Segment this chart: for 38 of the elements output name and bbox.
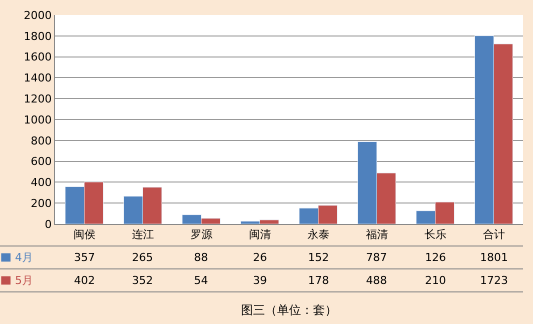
legend-label: 4月 [15, 251, 33, 264]
y-tick-label: 1000 [24, 113, 52, 126]
data-label: 88 [194, 251, 208, 264]
y-tick-label: 1400 [24, 72, 52, 85]
data-label: 787 [366, 251, 387, 264]
data-label: 178 [308, 274, 329, 287]
y-tick-label: 600 [30, 155, 52, 168]
data-label: 357 [74, 251, 95, 264]
y-tick-label: 400 [30, 176, 52, 190]
y-tick-label: 2000 [24, 8, 52, 22]
x-tick-label: 永泰 [307, 228, 330, 242]
data-label: 39 [253, 274, 267, 287]
legend-label: 5月 [15, 274, 33, 287]
data-label: 152 [308, 251, 329, 264]
y-tick-label: 0 [44, 218, 52, 231]
x-tick-label: 连江 [132, 228, 154, 242]
x-tick-label: 闽侯 [73, 228, 96, 242]
data-label: 1801 [480, 251, 508, 264]
data-label: 26 [253, 251, 267, 264]
x-tick-label: 闽清 [248, 228, 271, 242]
y-tick-label: 200 [30, 196, 52, 210]
x-tick-label: 合计 [482, 228, 505, 242]
y-tick-label: 1600 [24, 50, 52, 64]
data-label: 488 [366, 274, 387, 287]
x-tick-label: 罗源 [190, 228, 212, 242]
y-tick-label: 1800 [24, 30, 52, 43]
data-label: 352 [132, 274, 153, 287]
x-tick-label: 福清 [366, 228, 388, 242]
data-label: 1723 [480, 274, 508, 287]
data-label: 402 [74, 274, 95, 287]
data-label: 265 [132, 251, 153, 264]
data-label: 126 [425, 251, 446, 264]
y-tick-label: 1200 [24, 92, 52, 106]
text: 图三（单位：套） [241, 303, 337, 317]
data-label: 54 [194, 274, 208, 287]
y-tick-label: 800 [30, 134, 52, 148]
data-label: 210 [425, 274, 446, 287]
x-tick-label: 长乐 [424, 228, 446, 242]
